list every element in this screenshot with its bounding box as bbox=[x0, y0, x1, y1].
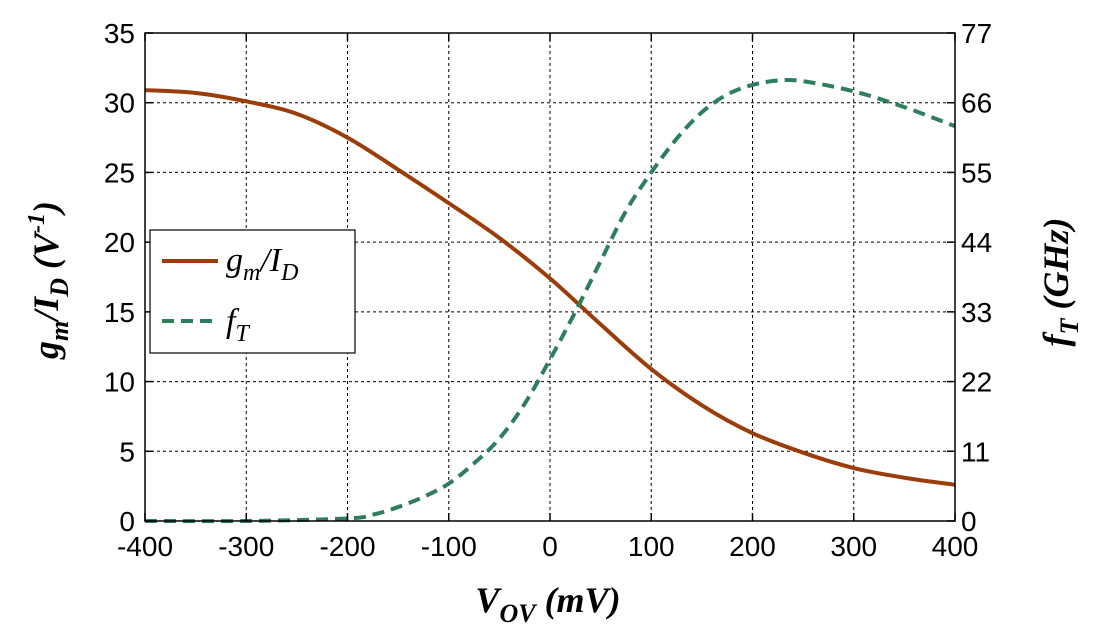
x-axis-title: VOV (mV) bbox=[475, 580, 620, 628]
y-right-tick-labels: 0 11 22 33 44 55 66 77 bbox=[961, 18, 992, 537]
legend-gm-mid: /I bbox=[258, 242, 282, 279]
y-left-tick-label: 10 bbox=[104, 367, 135, 398]
y-left-tick-labels: 0 5 10 15 20 25 30 35 bbox=[104, 18, 135, 537]
x-axis-title-main: V bbox=[475, 580, 502, 620]
y-right-tick-label: 22 bbox=[961, 367, 992, 398]
y-left-tick-label: 20 bbox=[104, 227, 135, 258]
x-tick-label: 300 bbox=[830, 531, 877, 562]
y-left-title-mid: /I bbox=[26, 295, 66, 324]
y-left-tick-label: 25 bbox=[104, 157, 135, 188]
y-left-tick-label: 35 bbox=[104, 18, 135, 49]
series-line-ft bbox=[144, 77, 956, 524]
y-left-tick-label: 15 bbox=[104, 297, 135, 328]
legend: gm/ID fT bbox=[149, 229, 356, 354]
y-left-tick-label: 5 bbox=[119, 436, 135, 467]
y-left-tick-label: 0 bbox=[119, 506, 135, 537]
y-right-tick-label: 66 bbox=[961, 88, 992, 119]
x-axis-title-sub: OV bbox=[499, 599, 538, 628]
y-right-axis-title: fT (GHz) bbox=[1036, 218, 1084, 347]
x-tick-label: -100 bbox=[421, 531, 477, 562]
x-tick-label: 400 bbox=[932, 531, 979, 562]
legend-gm-sub2: D bbox=[280, 260, 298, 286]
y-right-tick-label: 44 bbox=[961, 227, 992, 258]
y-right-tick-label: 33 bbox=[961, 297, 992, 328]
x-tick-label: 200 bbox=[729, 531, 776, 562]
y-right-title-unit: (GHz) bbox=[1036, 218, 1076, 319]
y-left-title-main: g bbox=[26, 341, 66, 360]
x-tick-label: 0 bbox=[542, 531, 558, 562]
x-tick-label: -300 bbox=[218, 531, 274, 562]
series-line-gm-id bbox=[144, 88, 956, 487]
y-right-tick-label: 77 bbox=[961, 18, 992, 49]
legend-label-gm-id: gm/ID bbox=[226, 242, 298, 286]
x-tick-label: 100 bbox=[628, 531, 675, 562]
y-right-title-sub: T bbox=[1055, 317, 1084, 334]
legend-ft-sub1: T bbox=[235, 321, 250, 347]
y-right-title-main: f bbox=[1036, 331, 1076, 346]
y-right-tick-label: 55 bbox=[961, 157, 992, 188]
y-left-axis-title: gm/ID (V-1) bbox=[24, 201, 74, 360]
x-tick-labels: -400 -300 -200 -100 0 100 200 300 400 bbox=[117, 531, 978, 562]
y-left-title-close: ) bbox=[26, 201, 66, 216]
x-tick-label: -200 bbox=[319, 531, 375, 562]
y-left-title-sup: -1 bbox=[24, 213, 50, 233]
y-left-title-unit: (V bbox=[26, 230, 66, 278]
series-layer bbox=[144, 77, 956, 524]
x-axis-title-unit: (mV) bbox=[536, 580, 621, 620]
legend-box bbox=[149, 229, 356, 354]
y-right-tick-label: 0 bbox=[961, 506, 977, 537]
y-left-title-sub1: m bbox=[45, 321, 74, 341]
ticks-layer bbox=[144, 32, 956, 522]
y-right-tick-label: 11 bbox=[961, 436, 990, 467]
y-left-tick-label: 30 bbox=[104, 88, 135, 119]
x-tick-label: -400 bbox=[117, 531, 173, 562]
y-left-title-sub2: D bbox=[45, 278, 74, 298]
legend-gm-sub1: m bbox=[243, 260, 260, 286]
legend-gm-main: g bbox=[226, 242, 243, 279]
